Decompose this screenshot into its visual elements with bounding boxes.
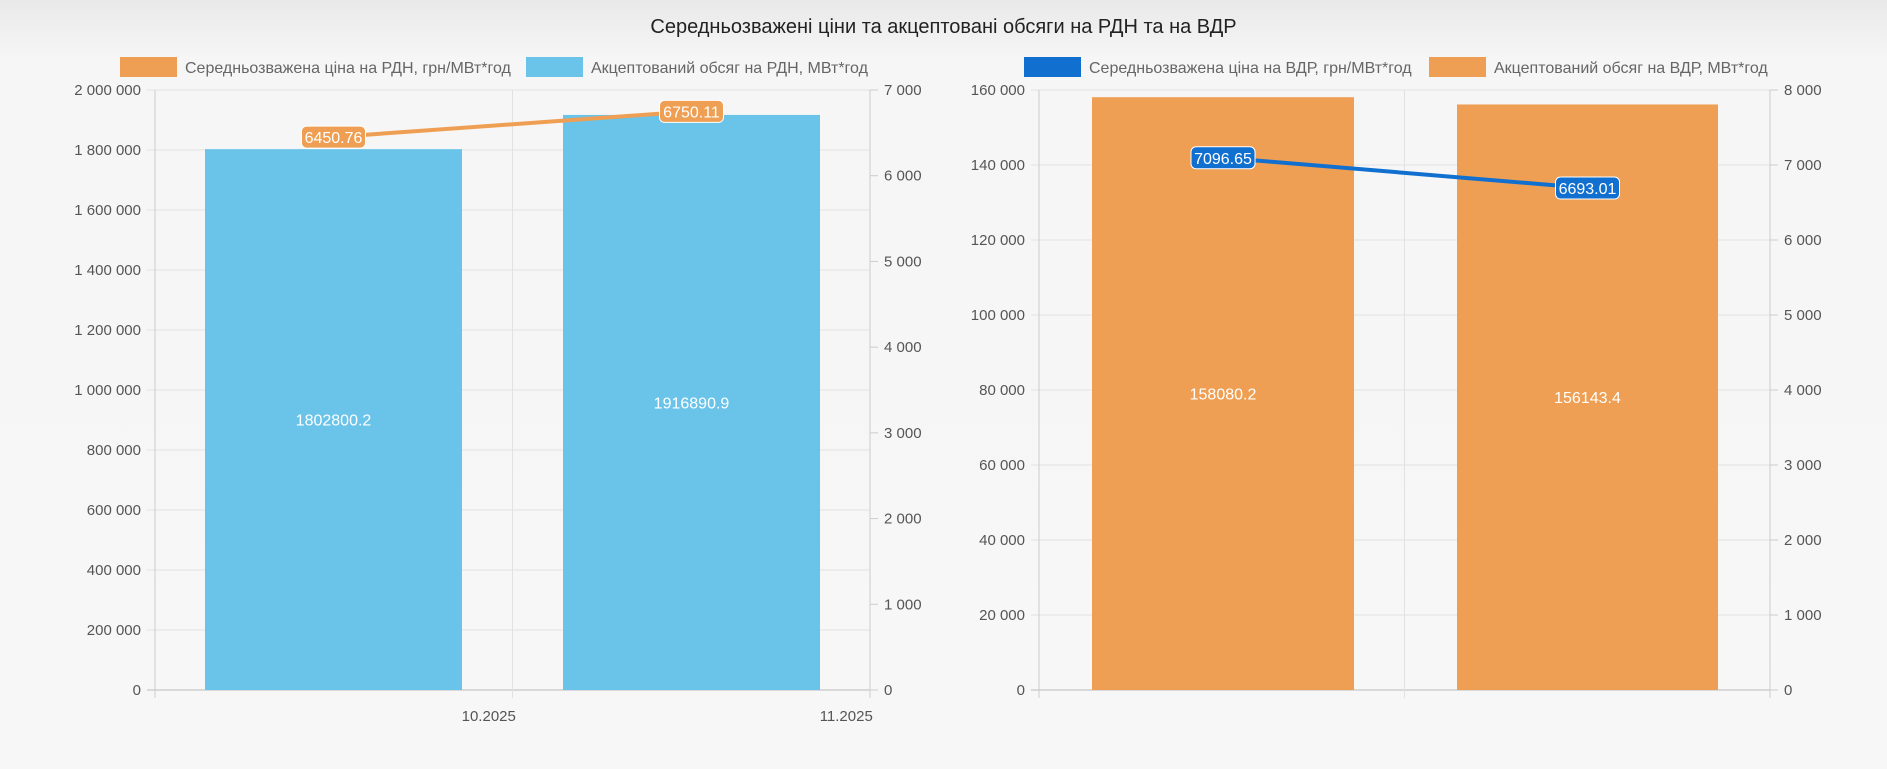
legend-item[interactable]: Акцептований обсяг на ВДР, МВт*год (1429, 57, 1768, 77)
y-left-tick-label: 20 000 (979, 607, 1025, 624)
y-right-tick-label: 8 000 (1784, 82, 1822, 99)
chart-title: Середньозважені ціни та акцептовані обся… (650, 16, 1237, 38)
x-tick-label: 10.2025 (462, 708, 516, 725)
y-right-tick-label: 7 000 (884, 82, 922, 99)
y-right-tick-label: 1 000 (1784, 607, 1822, 624)
legend-swatch (120, 57, 177, 77)
price-line (1222, 155, 1588, 191)
x-tick-label: 11.2025 (820, 708, 873, 725)
y-right-tick-label: 0 (884, 682, 892, 699)
y-left-tick-label: 80 000 (979, 382, 1025, 399)
line-point-label-bg (301, 125, 366, 149)
bar-value-label: 158080.2 (1190, 387, 1257, 404)
y-left-tick-label: 0 (1017, 682, 1025, 699)
line-point-label-bg (659, 99, 724, 123)
y-right-tick-label: 5 000 (1784, 307, 1822, 324)
legend-label: Акцептований обсяг на ВДР, МВт*год (1494, 60, 1768, 77)
line-point-label-bg (1190, 146, 1256, 170)
y-left-tick-label: 800 000 (87, 442, 141, 459)
y-right-tick-label: 4 000 (884, 339, 922, 356)
legend-label: Середньозважена ціна на ВДР, грн/МВт*год (1089, 60, 1412, 77)
legend-item[interactable]: Середньозважена ціна на ВДР, грн/МВт*год (1024, 57, 1412, 77)
y-left-tick-label: 1 800 000 (74, 142, 141, 159)
price-line (333, 109, 692, 140)
y-right-tick-label: 1 000 (884, 596, 922, 613)
y-left-tick-label: 120 000 (971, 232, 1025, 249)
chart-1: 0 200 000 400 000 600 000 800 000 1 000 000 1 … (74, 57, 922, 725)
bar-value-label: 1916890.9 (654, 395, 730, 412)
legend-swatch (1429, 57, 1486, 77)
y-left-tick-label: 60 000 (979, 457, 1025, 474)
bar-value-label: 156143.4 (1554, 390, 1621, 407)
line-point-label[interactable]: 6750.11 (663, 104, 720, 121)
y-left-tick-label: 140 000 (971, 157, 1025, 174)
chart-2: 0 20 000 40 000 60 000 80 000 100 000 120 000 1… (971, 57, 1822, 699)
y-left-tick-label: 1 200 000 (74, 322, 141, 339)
y-left-tick-label: 40 000 (979, 532, 1025, 549)
y-right-tick-label: 3 000 (1784, 457, 1822, 474)
line-point-label[interactable]: 6693.01 (1559, 181, 1617, 198)
legend-swatch (526, 57, 583, 77)
y-right-tick-label: 2 000 (884, 511, 922, 528)
y-right-tick-label: 6 000 (1784, 232, 1822, 249)
legend-item[interactable]: Акцептований обсяг на РДН, МВт*год (526, 57, 869, 77)
y-right-tick-label: 2 000 (1784, 532, 1822, 549)
y-left-tick-label: 160 000 (971, 82, 1025, 99)
y-left-tick-label: 100 000 (971, 307, 1025, 324)
y-right-tick-label: 3 000 (884, 425, 922, 442)
line-point-label[interactable]: 6450.76 (305, 130, 363, 147)
y-left-tick-label: 1 000 000 (74, 382, 141, 399)
y-left-tick-label: 400 000 (87, 562, 141, 579)
bar[interactable] (1092, 97, 1354, 691)
y-left-tick-label: 2 000 000 (74, 82, 141, 99)
y-right-tick-label: 7 000 (1784, 157, 1822, 174)
line-point-label[interactable]: 7096.65 (1194, 151, 1252, 168)
y-right-tick-label: 5 000 (884, 253, 922, 270)
legend-item[interactable]: Середньозважена ціна на РДН, грн/МВт*год (120, 57, 511, 77)
bar[interactable] (205, 149, 462, 691)
legend-swatch (1024, 57, 1081, 77)
bar-value-label: 1802800.2 (296, 413, 372, 430)
y-left-tick-label: 1 600 000 (74, 202, 141, 219)
line-point-label-bg (1555, 176, 1620, 200)
y-left-tick-label: 600 000 (87, 502, 141, 519)
y-right-tick-label: 0 (1784, 682, 1792, 699)
y-left-tick-label: 1 400 000 (74, 262, 141, 279)
y-left-tick-label: 200 000 (87, 622, 141, 639)
bar[interactable] (1457, 104, 1718, 690)
y-right-tick-label: 4 000 (1784, 382, 1822, 399)
legend-label: Акцептований обсяг на РДН, МВт*год (591, 60, 869, 77)
y-left-tick-label: 0 (133, 682, 141, 699)
legend-label: Середньозважена ціна на РДН, грн/МВт*год (185, 60, 511, 77)
bar[interactable] (563, 114, 820, 690)
y-right-tick-label: 6 000 (884, 168, 922, 185)
